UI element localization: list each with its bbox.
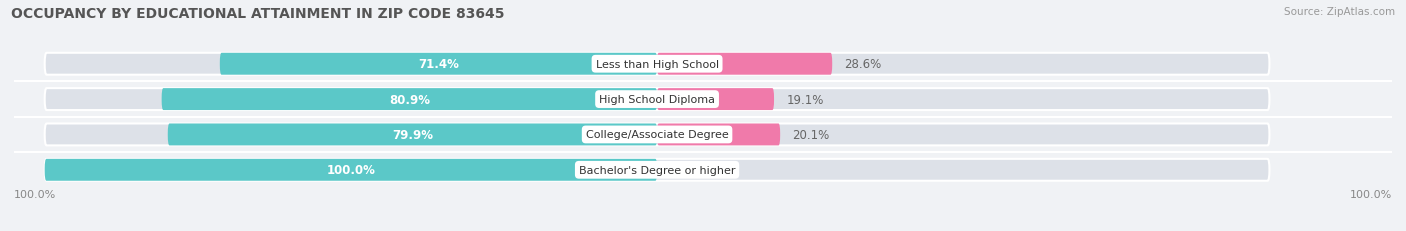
Text: 71.4%: 71.4% (418, 58, 458, 71)
Text: College/Associate Degree: College/Associate Degree (586, 130, 728, 140)
FancyBboxPatch shape (45, 89, 1270, 111)
Text: 28.6%: 28.6% (845, 58, 882, 71)
Text: 19.1%: 19.1% (786, 93, 824, 106)
Text: 79.9%: 79.9% (392, 128, 433, 141)
FancyBboxPatch shape (657, 124, 780, 146)
Text: Source: ZipAtlas.com: Source: ZipAtlas.com (1284, 7, 1395, 17)
FancyBboxPatch shape (45, 124, 1270, 146)
FancyBboxPatch shape (162, 89, 657, 111)
FancyBboxPatch shape (219, 54, 657, 75)
Text: 100.0%: 100.0% (14, 189, 56, 199)
FancyBboxPatch shape (45, 159, 657, 181)
Text: Less than High School: Less than High School (596, 59, 718, 70)
Text: OCCUPANCY BY EDUCATIONAL ATTAINMENT IN ZIP CODE 83645: OCCUPANCY BY EDUCATIONAL ATTAINMENT IN Z… (11, 7, 505, 21)
Text: Bachelor's Degree or higher: Bachelor's Degree or higher (579, 165, 735, 175)
Text: 80.9%: 80.9% (389, 93, 430, 106)
FancyBboxPatch shape (45, 54, 1270, 75)
Text: 100.0%: 100.0% (326, 164, 375, 176)
FancyBboxPatch shape (657, 54, 832, 75)
Text: 100.0%: 100.0% (1350, 189, 1392, 199)
FancyBboxPatch shape (657, 89, 775, 111)
Text: 0.0%: 0.0% (669, 164, 699, 176)
Text: High School Diploma: High School Diploma (599, 95, 716, 105)
FancyBboxPatch shape (45, 159, 1270, 181)
Text: 20.1%: 20.1% (793, 128, 830, 141)
FancyBboxPatch shape (167, 124, 657, 146)
